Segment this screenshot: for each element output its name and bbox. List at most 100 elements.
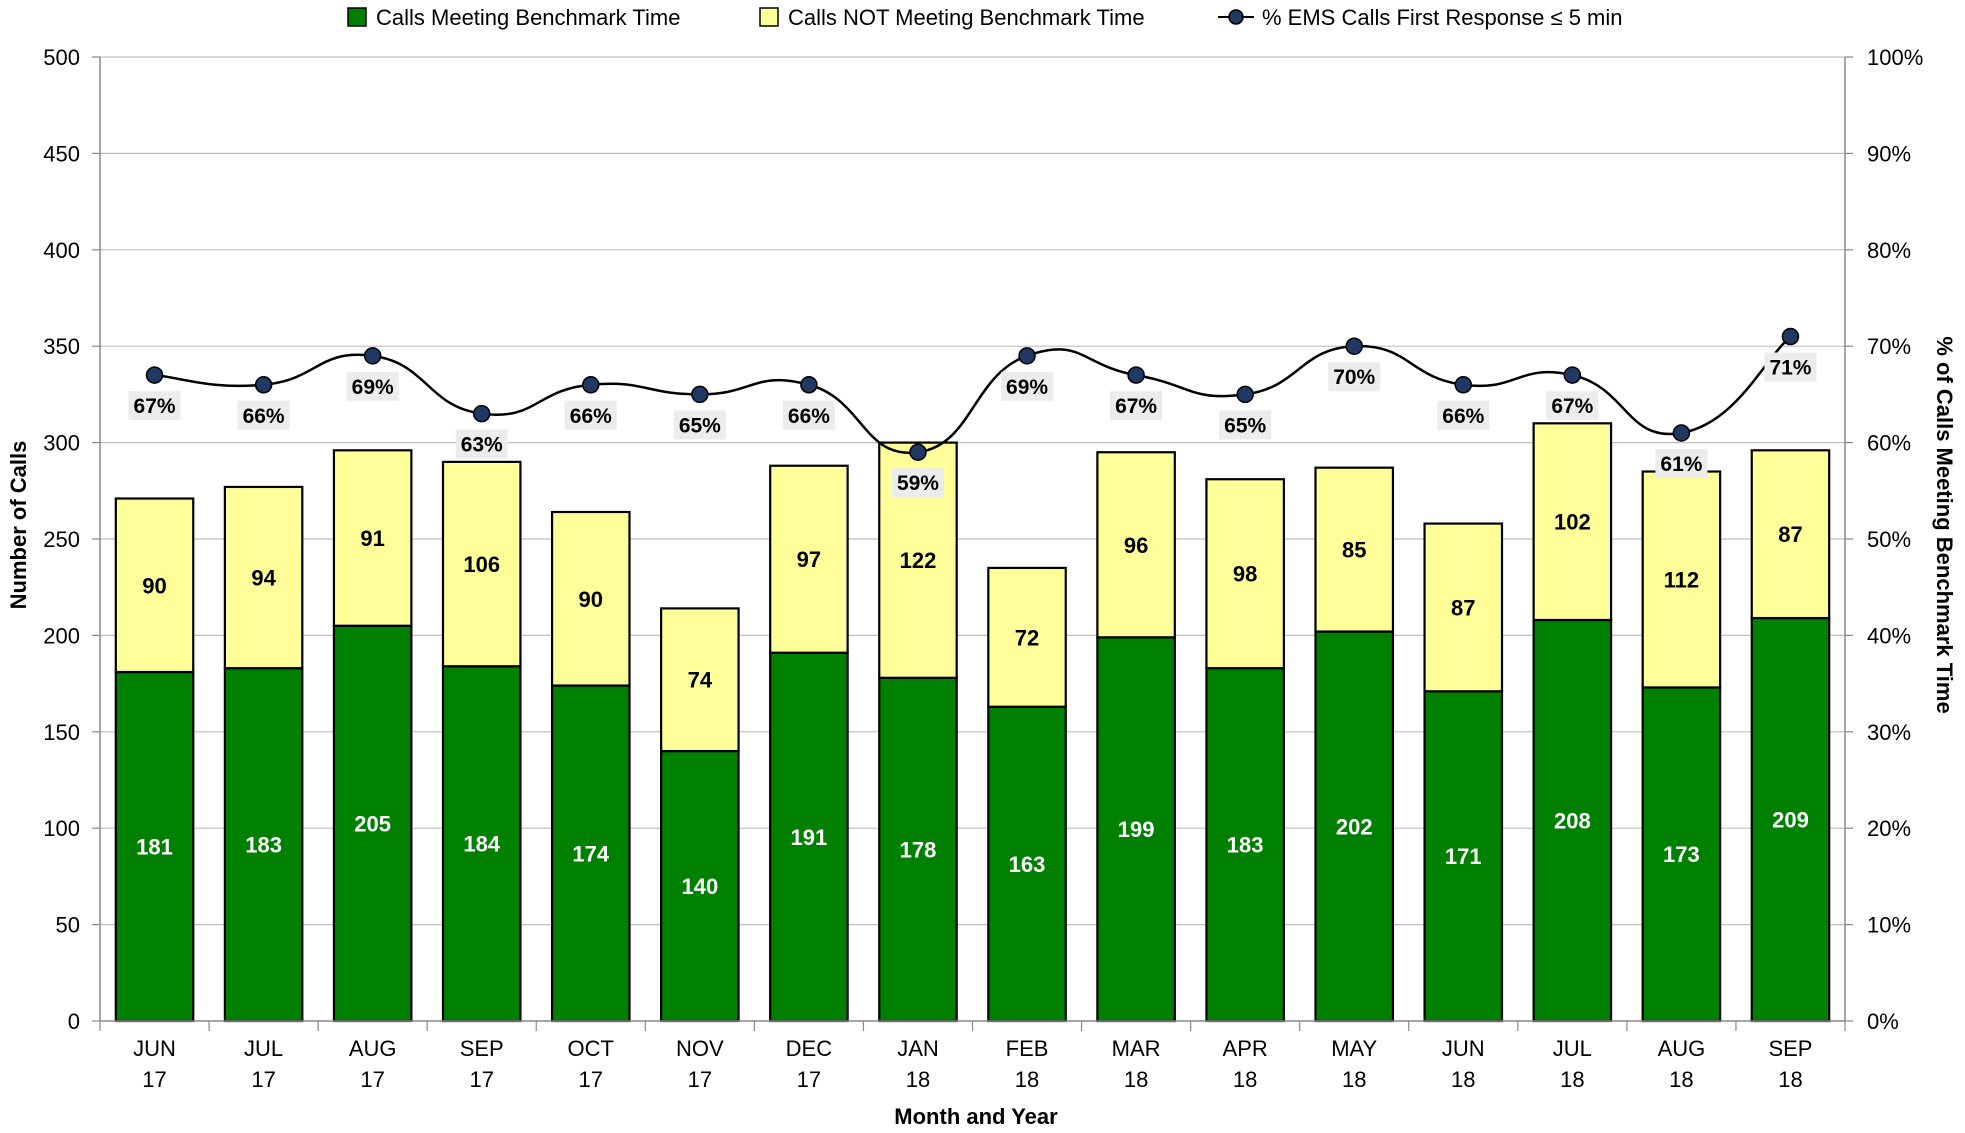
legend-swatch-meeting bbox=[347, 7, 367, 27]
data-label-bg bbox=[346, 371, 399, 401]
x-tick-label: 18 bbox=[1451, 1067, 1475, 1092]
data-label-bg bbox=[673, 410, 726, 440]
data-label-not-meeting: 94 bbox=[251, 566, 276, 591]
y2-tick-label: 40% bbox=[1867, 623, 1911, 648]
line-marker bbox=[1127, 366, 1145, 384]
x-axis-title: Month and Year bbox=[894, 1104, 1058, 1128]
line-marker bbox=[254, 376, 273, 394]
data-label-bg bbox=[1764, 352, 1817, 382]
data-label-meeting: 183 bbox=[1227, 833, 1264, 858]
bar-not-meeting-benchmark bbox=[1423, 522, 1504, 693]
data-label-not-meeting: 112 bbox=[1664, 567, 1700, 592]
data-label-meeting: 163 bbox=[1009, 852, 1046, 877]
data-label-percent: 66% bbox=[570, 405, 612, 428]
bar-not-meeting-benchmark bbox=[1096, 451, 1176, 639]
data-label-bg bbox=[782, 400, 835, 430]
bar-not-meeting-benchmark bbox=[550, 510, 631, 687]
bar-not-meeting-benchmark bbox=[987, 566, 1067, 708]
line-marker bbox=[1345, 337, 1363, 355]
data-label-meeting: 202 bbox=[1336, 814, 1373, 839]
bar-not-meeting-benchmark bbox=[223, 485, 304, 670]
y2-tick-label: 100% bbox=[1867, 45, 1923, 70]
data-label-meeting: 140 bbox=[681, 874, 718, 899]
x-tick-label: SEP bbox=[1768, 1036, 1812, 1061]
data-label-bg bbox=[1437, 400, 1490, 430]
y-tick-label: 300 bbox=[43, 431, 80, 456]
line-marker bbox=[582, 376, 600, 394]
data-label-percent: 70% bbox=[1333, 366, 1375, 389]
bar-series bbox=[114, 422, 1831, 1023]
bar-meeting-benchmark bbox=[1532, 618, 1613, 1023]
bar-not-meeting-benchmark bbox=[1205, 478, 1285, 670]
data-label-meeting: 209 bbox=[1772, 808, 1809, 833]
data-label-bg bbox=[1328, 362, 1381, 392]
x-tick-label: JUL bbox=[1553, 1036, 1592, 1061]
data-label-percent: 67% bbox=[134, 395, 176, 418]
bar-not-meeting-benchmark bbox=[114, 497, 195, 674]
y2-tick-label: 10% bbox=[1867, 913, 1911, 938]
x-tick-label: FEB bbox=[1006, 1036, 1049, 1061]
x-tick-label: AUG bbox=[349, 1036, 397, 1061]
x-tick-label: 18 bbox=[1560, 1067, 1584, 1092]
data-label-meeting: 183 bbox=[245, 833, 282, 858]
y-tick-label: 400 bbox=[43, 238, 80, 263]
data-labels: 181 90 183 94 205 91 184 106 174 90 140 74 191 97 178 1… bbox=[128, 352, 1817, 899]
legend-label-not-meeting: Calls NOT Meeting Benchmark Time bbox=[788, 5, 1145, 30]
y2-tick-label: 30% bbox=[1867, 720, 1911, 745]
y2-tick-label: 20% bbox=[1867, 816, 1911, 841]
line-marker bbox=[1454, 376, 1473, 394]
x-tick-label: 17 bbox=[360, 1067, 384, 1092]
bar-not-meeting-benchmark bbox=[1750, 449, 1831, 620]
x-tick-label: JUN bbox=[133, 1036, 176, 1061]
line-marker bbox=[1781, 327, 1800, 346]
x-tick-label: 17 bbox=[797, 1067, 821, 1092]
y-axis-title: Number of Calls bbox=[6, 441, 31, 610]
data-label-not-meeting: 97 bbox=[797, 547, 821, 572]
x-tick-label: MAR bbox=[1112, 1036, 1161, 1061]
data-label-bg bbox=[1219, 410, 1272, 440]
y2-tick-label: 80% bbox=[1867, 238, 1911, 263]
data-label-bg bbox=[891, 468, 944, 498]
data-label-meeting: 184 bbox=[463, 832, 500, 857]
y-tick-label: 0 bbox=[68, 1009, 80, 1034]
data-label-percent: 67% bbox=[1551, 395, 1593, 418]
x-tick-label: 18 bbox=[1669, 1067, 1693, 1092]
x-tick-label: MAY bbox=[1331, 1036, 1377, 1061]
x-tick-label: DEC bbox=[786, 1036, 833, 1061]
data-label-not-meeting: 85 bbox=[1342, 538, 1366, 563]
line-marker bbox=[1018, 347, 1036, 365]
data-label-bg bbox=[1655, 448, 1708, 478]
data-label-meeting: 208 bbox=[1554, 808, 1591, 833]
y-tick-label: 350 bbox=[43, 334, 80, 359]
y-tick-label: 450 bbox=[43, 141, 80, 166]
bar-meeting-benchmark bbox=[550, 684, 631, 1023]
data-label-meeting: 191 bbox=[791, 825, 828, 850]
bar-not-meeting-benchmark bbox=[1314, 466, 1395, 633]
x-tick-label: AUG bbox=[1658, 1036, 1706, 1061]
x-tick-label: 18 bbox=[1124, 1067, 1148, 1092]
line-marker bbox=[1236, 385, 1254, 404]
data-label-bg bbox=[1110, 391, 1163, 421]
line-marker bbox=[1672, 424, 1691, 442]
bar-not-meeting-benchmark bbox=[660, 607, 740, 753]
x-tick-label: 18 bbox=[1778, 1067, 1802, 1092]
data-label-not-meeting: 98 bbox=[1233, 562, 1257, 587]
y2-tick-label: 90% bbox=[1867, 141, 1911, 166]
x-tick-label: NOV bbox=[676, 1036, 724, 1061]
y-tick-label: 50 bbox=[56, 913, 80, 938]
x-tick-label: 17 bbox=[579, 1067, 603, 1092]
x-tick-label: 17 bbox=[688, 1067, 712, 1092]
line-marker bbox=[1563, 366, 1582, 384]
data-label-bg bbox=[128, 391, 181, 421]
data-label-not-meeting: 90 bbox=[579, 587, 603, 612]
data-label-not-meeting: 90 bbox=[142, 573, 166, 598]
data-label-bg bbox=[1001, 371, 1054, 401]
x-tick-label: 18 bbox=[1015, 1067, 1039, 1092]
data-label-percent: 66% bbox=[788, 405, 830, 428]
x-tick-label: JAN bbox=[897, 1036, 939, 1061]
data-label-meeting: 205 bbox=[354, 811, 391, 836]
y2-tick-label: 60% bbox=[1867, 431, 1911, 456]
y2-tick-label: 50% bbox=[1867, 527, 1911, 552]
